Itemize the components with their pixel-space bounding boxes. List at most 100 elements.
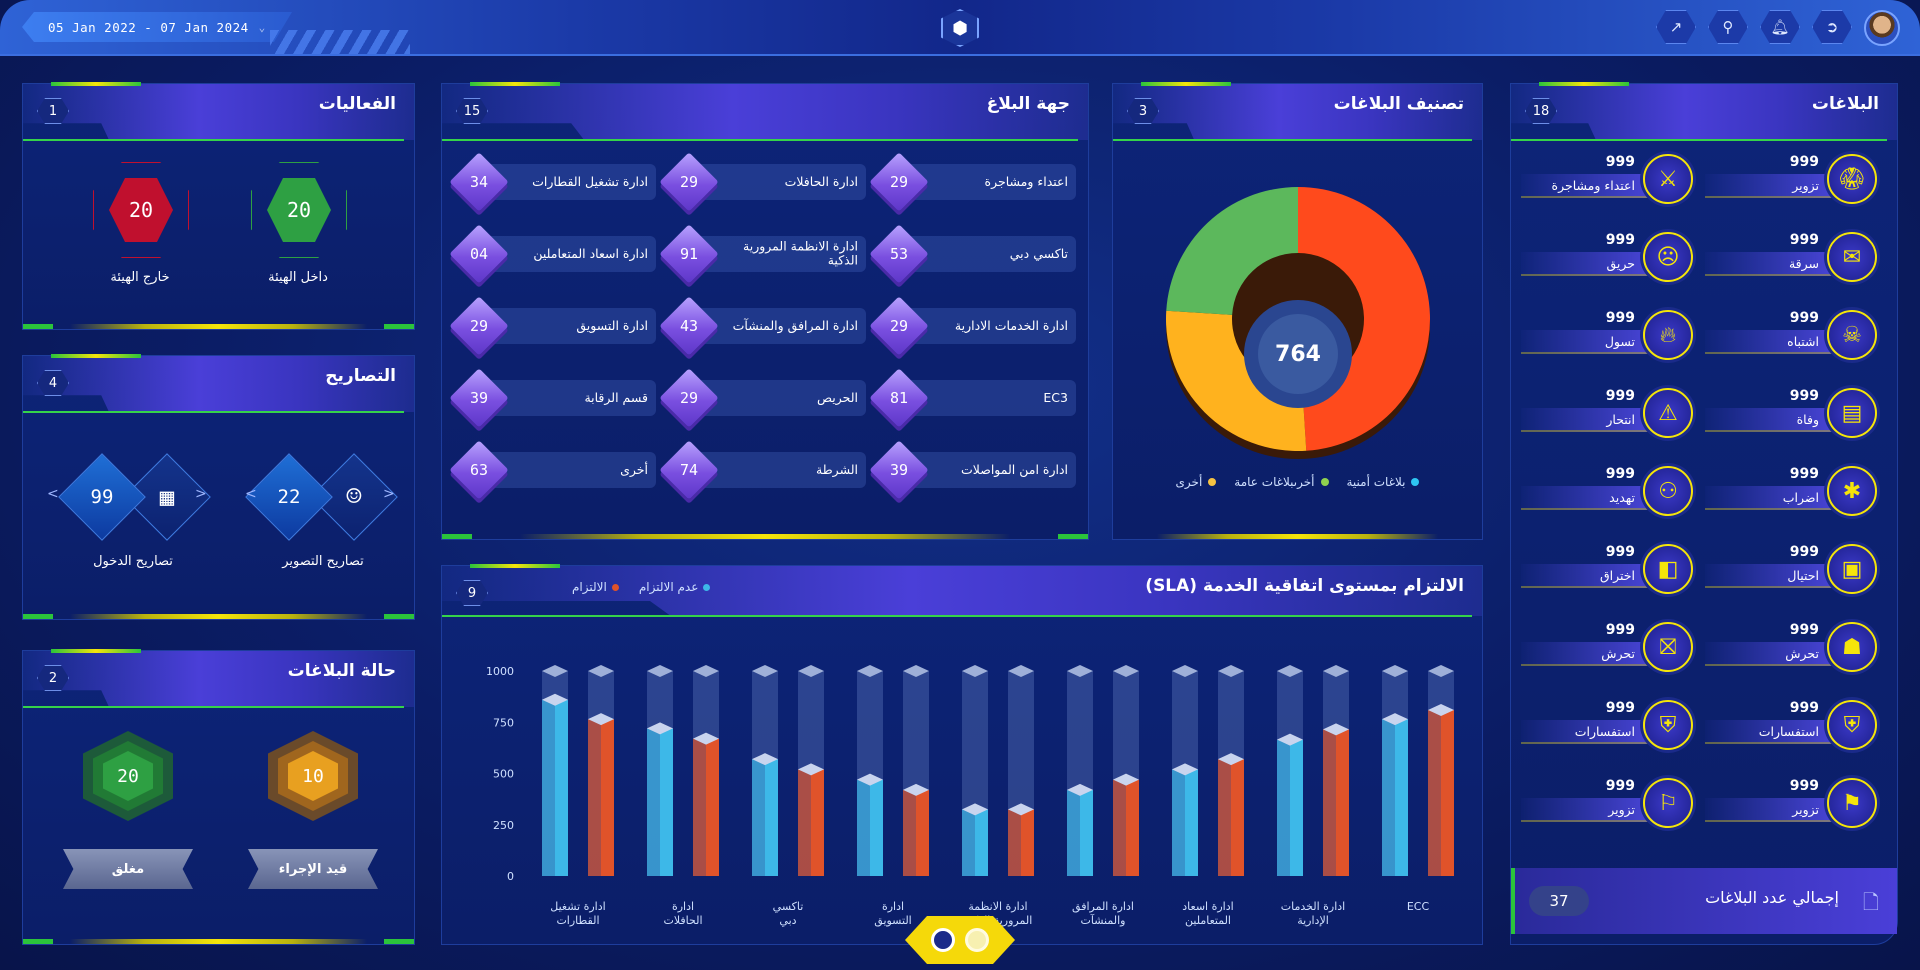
bar-0[interactable] xyxy=(1080,789,1093,876)
chevron-right-icon[interactable]: > xyxy=(383,486,395,502)
report-item[interactable]: ✉︎ 999 سرقة xyxy=(1705,232,1877,282)
report-item[interactable]: ⚔︎ 999 اعتداء ومشاجرة xyxy=(1521,154,1693,204)
bar-1[interactable] xyxy=(1336,729,1349,876)
bar-0[interactable] xyxy=(857,779,870,876)
bar-1[interactable] xyxy=(903,789,916,876)
bar-0[interactable] xyxy=(1382,719,1395,876)
bar-cap xyxy=(1113,773,1139,786)
source-item[interactable]: ادارة امن المواصلات 39 xyxy=(869,440,1076,500)
bar-0[interactable] xyxy=(647,728,660,876)
bar-0[interactable] xyxy=(1290,739,1303,876)
bar-0[interactable] xyxy=(542,699,555,876)
chevron-left-icon[interactable]: < xyxy=(47,486,59,502)
page-dot-active[interactable] xyxy=(931,928,955,952)
avatar[interactable] xyxy=(1864,10,1900,46)
bar-1[interactable] xyxy=(1113,779,1126,876)
page-dot[interactable] xyxy=(965,928,989,952)
bar-1[interactable] xyxy=(1428,709,1441,876)
y-tick-label: 500 xyxy=(493,768,514,781)
source-value: 04 xyxy=(469,245,489,263)
bar-track-cap xyxy=(798,665,824,677)
bar-0[interactable] xyxy=(752,759,765,876)
bar-0[interactable] xyxy=(1067,789,1080,876)
chevron-left-icon[interactable]: < xyxy=(245,486,257,502)
source-item[interactable]: ادارة التسويق 29 xyxy=(449,296,656,356)
trending-icon[interactable]: ↗ xyxy=(1656,10,1696,44)
report-item[interactable]: ⚐︎ 999 تزوير xyxy=(1521,778,1693,828)
report-item[interactable]: ⚇︎ 999 تهديد xyxy=(1521,466,1693,516)
bar-1[interactable] xyxy=(706,738,719,876)
bar-1[interactable] xyxy=(693,738,706,876)
bar-0[interactable] xyxy=(1185,769,1198,876)
chevron-right-icon[interactable]: > xyxy=(195,486,207,502)
report-item[interactable]: 🔥︎ 999 تسول xyxy=(1521,310,1693,360)
bar-0[interactable] xyxy=(1172,769,1185,876)
bar-0[interactable] xyxy=(765,759,778,876)
pie-slice[interactable] xyxy=(1166,187,1298,315)
id-cards-icon: ▤︎ xyxy=(1827,388,1877,438)
bar-1[interactable] xyxy=(1218,759,1231,876)
bar-1[interactable] xyxy=(798,769,811,876)
bar-1[interactable] xyxy=(1231,759,1244,876)
pie-slice[interactable] xyxy=(1298,187,1431,451)
report-item[interactable]: ▤︎ 999 وفاة xyxy=(1705,388,1877,438)
report-item[interactable]: ☹︎ 999 حريق xyxy=(1521,232,1693,282)
report-item[interactable]: ⛨︎ 999 استفسارات xyxy=(1705,700,1877,750)
report-item[interactable]: ☠︎ 999 اشتباه xyxy=(1705,310,1877,360)
report-item[interactable]: ▣︎ 999 احتيال xyxy=(1705,544,1877,594)
source-item[interactable]: ادارة تشغيل القطارات 34 xyxy=(449,152,656,212)
bar-track-cap xyxy=(903,665,929,677)
permit-label: تصاريح الدخول xyxy=(93,554,173,569)
source-item[interactable]: قسم الرقابة 39 xyxy=(449,368,656,428)
report-label: احتيال xyxy=(1787,568,1819,583)
bar-1[interactable] xyxy=(601,719,614,876)
source-diamond: 29 xyxy=(659,368,719,428)
report-item[interactable]: ◧︎ 999 اختراق xyxy=(1521,544,1693,594)
bar-0[interactable] xyxy=(870,779,883,876)
bar-0[interactable] xyxy=(660,728,673,876)
date-range-picker[interactable]: 05 Jan 2022 - 07 Jan 2024 ⌄ xyxy=(22,12,292,42)
bar-0[interactable] xyxy=(555,699,568,876)
source-item[interactable]: ادارة الحافلات 29 xyxy=(659,152,866,212)
report-label: اشتباه xyxy=(1787,334,1819,349)
source-item[interactable]: أخرى 63 xyxy=(449,440,656,500)
source-item[interactable]: ادارة الانظمة المرورية الذكية 91 xyxy=(659,224,866,284)
bar-0[interactable] xyxy=(975,809,988,876)
source-item[interactable]: ادارة المرافق والمنشآت 43 xyxy=(659,296,866,356)
report-item[interactable]: ⚠︎ 999 انتحار xyxy=(1521,388,1693,438)
bar-1[interactable] xyxy=(1008,809,1021,876)
report-item[interactable]: ⛨︎ 999 استفسارات xyxy=(1521,700,1693,750)
logo: ⬢ xyxy=(910,0,1010,56)
bell-icon[interactable]: 🔔︎ xyxy=(1760,10,1800,44)
bar-1[interactable] xyxy=(811,769,824,876)
report-count: 999 xyxy=(1605,700,1635,716)
bar-0[interactable] xyxy=(1277,739,1290,876)
bar-1[interactable] xyxy=(588,719,601,876)
source-item[interactable]: الحريص 29 xyxy=(659,368,866,428)
bar-1[interactable] xyxy=(1126,779,1139,876)
source-item[interactable]: تاكسي دبي 53 xyxy=(869,224,1076,284)
pie-slice[interactable] xyxy=(1166,310,1307,451)
report-item[interactable]: ✱︎ 999 اضراب xyxy=(1705,466,1877,516)
fire-icon: 🔥︎ xyxy=(1643,310,1693,360)
search-icon[interactable]: ⚲ xyxy=(1708,10,1748,44)
report-item[interactable]: ☗︎ 999 تحرش xyxy=(1705,622,1877,672)
bar-1[interactable] xyxy=(916,789,929,876)
bar-1[interactable] xyxy=(1323,729,1336,876)
source-item[interactable]: اعتداء ومشاجرة 29 xyxy=(869,152,1076,212)
source-item[interactable]: ادارة اسعاد المتعاملين 04 xyxy=(449,224,656,284)
bar-0[interactable] xyxy=(962,809,975,876)
source-item[interactable]: الشرطة 74 xyxy=(659,440,866,500)
source-label: الشرطة xyxy=(816,461,858,477)
bar-1[interactable] xyxy=(1021,809,1034,876)
report-count: 999 xyxy=(1789,466,1819,482)
report-item[interactable]: 🥋︎ 999 تزوير xyxy=(1705,154,1877,204)
report-item[interactable]: ⚑︎ 999 تزوير xyxy=(1705,778,1877,828)
source-item[interactable]: EC3 81 xyxy=(869,368,1076,428)
report-label: تهديد xyxy=(1609,490,1635,505)
logout-icon[interactable]: ➲ xyxy=(1812,10,1852,44)
report-item[interactable]: ⛝︎ 999 تحرش xyxy=(1521,622,1693,672)
bar-0[interactable] xyxy=(1395,719,1408,876)
bar-1[interactable] xyxy=(1441,709,1454,876)
source-item[interactable]: ادارة الخدمات الادارية 29 xyxy=(869,296,1076,356)
